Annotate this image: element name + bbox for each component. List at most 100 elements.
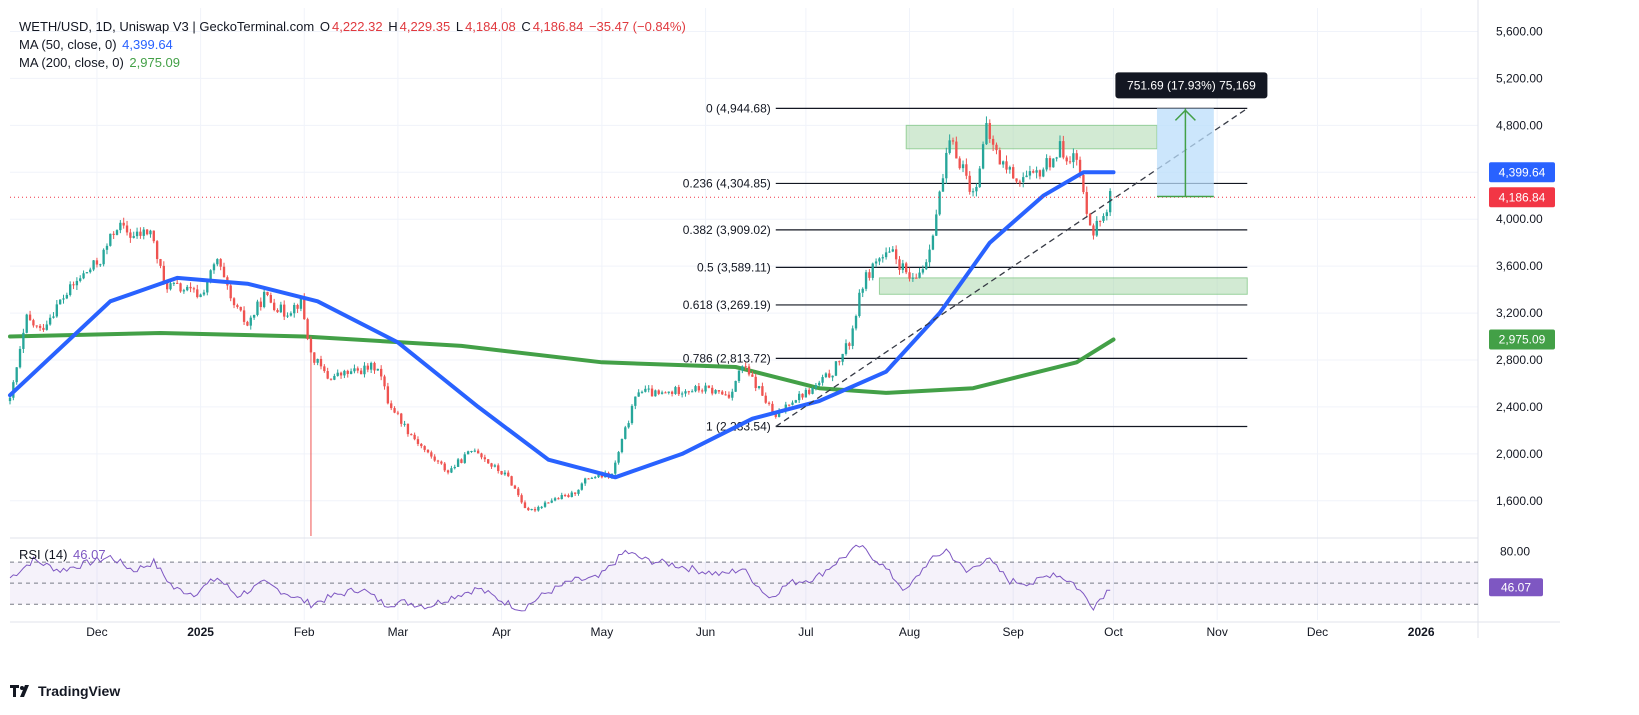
- ma50-legend[interactable]: MA (50, close, 0) 4,399.64: [19, 36, 175, 54]
- candle-body: [58, 299, 62, 305]
- candle-body: [928, 249, 931, 263]
- candle-body: [884, 252, 888, 258]
- candle: [1032, 169, 1035, 174]
- candle-body: [165, 281, 169, 290]
- candle: [142, 227, 145, 240]
- change-value: −35.47 (−0.84%): [588, 19, 686, 34]
- candle: [135, 227, 139, 239]
- candle: [493, 463, 497, 468]
- candle-body: [861, 288, 864, 293]
- symbol-title[interactable]: WETH/USD, 1D, Uniswap V3 | GeckoTerminal…: [19, 19, 315, 34]
- candle: [657, 389, 660, 396]
- candle-body: [841, 353, 844, 362]
- candle: [363, 362, 366, 378]
- candle-body: [242, 310, 246, 322]
- candle: [155, 240, 159, 264]
- candle-body: [466, 451, 470, 455]
- candle: [75, 277, 79, 291]
- price-tick-label: 1,600.00: [1496, 494, 1543, 508]
- candle-body: [483, 457, 487, 460]
- candle: [139, 227, 142, 239]
- candle-body: [563, 495, 567, 497]
- candle: [65, 292, 69, 300]
- rsi-panel: [9, 544, 1478, 612]
- candle: [684, 389, 687, 397]
- candle-body: [1082, 174, 1085, 193]
- candle: [1028, 165, 1032, 180]
- candle: [206, 279, 209, 296]
- candle-body: [888, 251, 891, 253]
- candle: [380, 365, 383, 381]
- candle-body: [333, 375, 336, 380]
- candle: [1052, 158, 1055, 168]
- price-badge-label: 4,399.64: [1499, 165, 1546, 179]
- candle: [771, 401, 774, 414]
- candle: [1025, 170, 1028, 178]
- candle-body: [1048, 158, 1052, 168]
- candle-body: [219, 259, 222, 267]
- candle-body: [697, 386, 701, 391]
- candle-body: [1078, 159, 1082, 175]
- candle: [701, 388, 704, 394]
- candle-body: [232, 298, 236, 306]
- candle: [634, 396, 637, 410]
- candle-body: [931, 235, 935, 250]
- candle: [841, 353, 844, 366]
- candle: [881, 254, 884, 263]
- measure-tool[interactable]: 751.69 (17.93%) 75,169: [1115, 72, 1268, 198]
- low-label: L: [455, 19, 464, 34]
- candle: [547, 502, 550, 504]
- rsi-band: [10, 562, 1478, 605]
- candle-body: [62, 298, 65, 300]
- candle-body: [537, 506, 540, 511]
- candle-body: [757, 386, 761, 389]
- fibonacci-retracement[interactable]: 0 (4,944.68) 0.236 (4,304.85) 0.382 (3,909…: [683, 101, 1248, 433]
- candle: [28, 310, 32, 321]
- candle: [1068, 156, 1072, 165]
- candle-body: [814, 385, 818, 389]
- candle: [961, 160, 965, 173]
- candle: [918, 267, 921, 279]
- candle: [831, 375, 834, 382]
- candle: [242, 306, 246, 326]
- candle: [1022, 172, 1025, 188]
- ma200-legend[interactable]: MA (200, close, 0) 2,975.09: [19, 54, 182, 72]
- fib-level-label: 0.382 (3,909.02): [683, 223, 771, 237]
- candle: [356, 366, 359, 374]
- candle: [714, 389, 717, 395]
- candle-body: [149, 230, 152, 235]
- rsi-legend[interactable]: RSI (14) 46.07: [19, 546, 108, 564]
- candle-body: [503, 472, 507, 475]
- candle-body: [1055, 157, 1058, 159]
- branding[interactable]: TradingView: [10, 683, 120, 699]
- candle-body: [915, 277, 918, 279]
- candle: [48, 314, 52, 326]
- candle-body: [316, 358, 319, 363]
- price-badge-label: 2,975.09: [1499, 332, 1546, 346]
- candle: [58, 299, 62, 305]
- candle-body: [497, 465, 500, 472]
- candle: [854, 314, 858, 331]
- candle: [266, 291, 269, 297]
- time-tick-label: Jul: [798, 625, 813, 639]
- candle: [105, 243, 109, 255]
- candle: [483, 454, 487, 462]
- candle-body: [196, 289, 199, 298]
- candle-body: [303, 296, 306, 320]
- candle-body: [991, 138, 995, 145]
- candle: [580, 482, 583, 491]
- candle: [487, 459, 490, 464]
- candle: [99, 263, 102, 267]
- candle: [373, 361, 376, 374]
- candle: [323, 364, 326, 373]
- rsi-badge-label: 46.07: [1501, 580, 1531, 594]
- candle-body: [507, 472, 510, 477]
- candle: [313, 352, 316, 366]
- candle: [928, 244, 931, 268]
- candle: [573, 492, 577, 496]
- candle-body: [918, 272, 921, 278]
- candle: [731, 388, 734, 401]
- candle: [968, 171, 971, 195]
- candle-body: [105, 245, 109, 250]
